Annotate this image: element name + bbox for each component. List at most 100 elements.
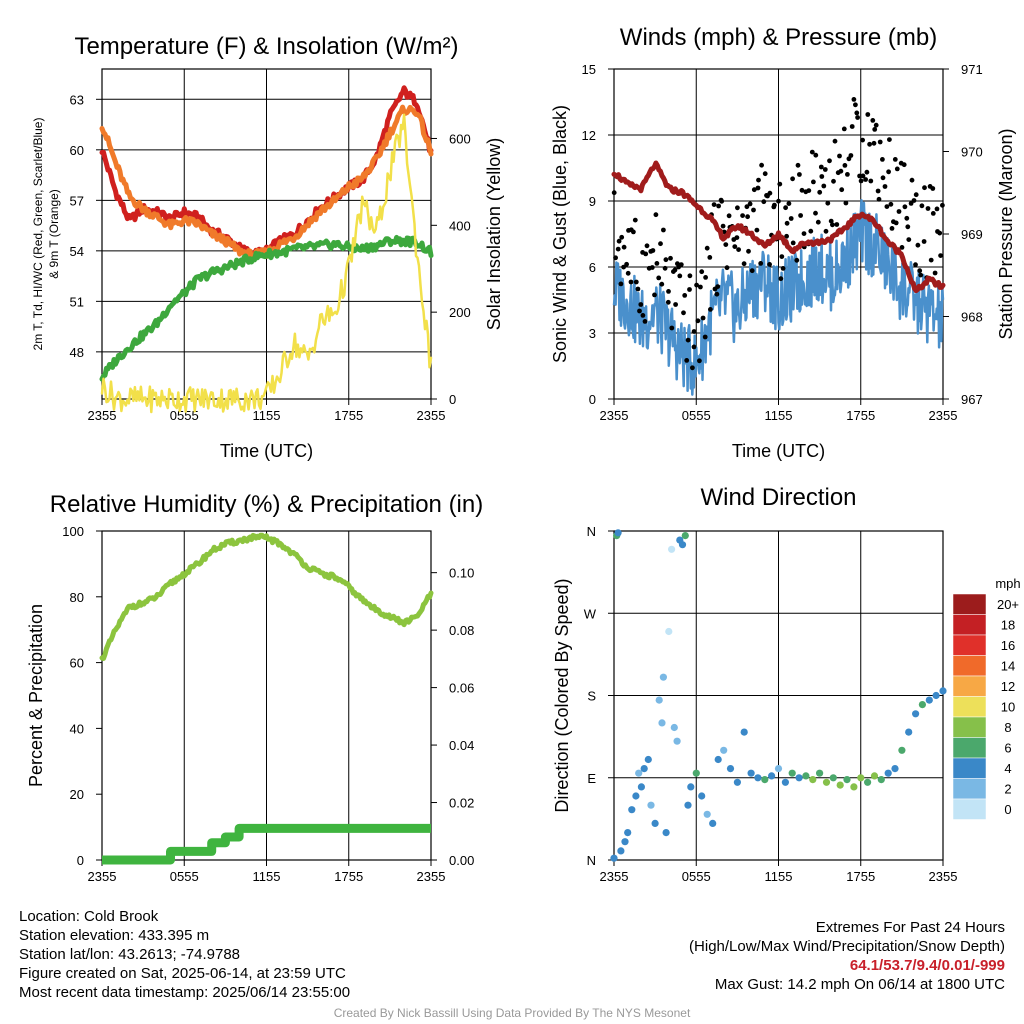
direction-point	[692, 769, 700, 777]
gust-point	[915, 242, 921, 248]
gust-point	[848, 153, 854, 158]
x-tick-label: 1155	[253, 408, 281, 423]
direction-point	[864, 778, 872, 786]
gust-point	[691, 344, 697, 350]
gust-point	[642, 319, 648, 324]
x-tick-label: 0555	[682, 869, 711, 884]
gust-point	[643, 251, 649, 257]
most-recent-timestamp: Most recent data timestamp: 2025/06/14 2…	[19, 984, 351, 1001]
gust-point	[716, 203, 721, 209]
x-tick-label: 1155	[765, 869, 793, 884]
gust-point	[751, 207, 756, 213]
gust-point	[784, 233, 789, 239]
x-tick-label: 2355	[600, 869, 629, 884]
direction-point	[670, 723, 678, 732]
extremes-title: Extremes For Past 24 Hours	[815, 919, 1005, 936]
x-tick-label: 2355	[600, 408, 629, 423]
direction-point	[659, 673, 668, 681]
gust-point	[913, 192, 919, 198]
gust-point	[746, 248, 751, 254]
gust-point	[715, 284, 721, 289]
gust-point	[863, 177, 868, 182]
direction-point	[684, 801, 692, 809]
direction-point	[891, 765, 899, 773]
x-tick-label: 2355	[929, 408, 958, 423]
panel-title: Wind Direction	[700, 484, 856, 511]
y-tick-label: 54	[70, 244, 84, 259]
gust-point	[930, 211, 936, 216]
gust-point	[871, 140, 877, 146]
direction-point	[774, 765, 783, 773]
gust-point	[892, 157, 898, 162]
legend-label: 14	[1001, 659, 1015, 674]
gust-point	[690, 365, 695, 371]
gust-point	[838, 168, 844, 174]
gust-point	[873, 122, 879, 128]
gust-point	[837, 153, 842, 159]
gust-point	[631, 229, 636, 235]
panel-title: Relative Humidity (%) & Precipitation (i…	[50, 491, 483, 518]
direction-point	[687, 783, 695, 791]
gust-point	[625, 270, 631, 276]
gust-point	[831, 178, 836, 184]
gust-point	[884, 204, 890, 210]
y2-tick-label: 0.10	[449, 566, 474, 581]
x-tick-label: 1755	[334, 408, 363, 423]
y2-tick-label: 0.02	[449, 796, 474, 811]
direction-point	[905, 728, 913, 736]
station-elevation: Station elevation: 433.395 m	[19, 927, 210, 944]
gust-point	[754, 227, 760, 233]
gust-point	[868, 178, 874, 184]
direction-point	[644, 755, 652, 764]
gust-point	[934, 206, 940, 212]
gust-point	[755, 185, 761, 191]
gust-point	[906, 237, 912, 243]
y-tick-label: E	[587, 771, 596, 786]
gust-point	[860, 173, 866, 179]
x-tick-label: 1155	[253, 869, 281, 884]
gust-point	[825, 200, 831, 206]
gust-point	[806, 188, 812, 194]
y2-tick-label: 969	[961, 227, 983, 242]
gust-point	[638, 302, 644, 307]
x-tick-label: 1755	[846, 869, 875, 884]
series-line-station-pressure	[611, 160, 946, 294]
direction-point	[829, 774, 837, 782]
gust-point	[841, 126, 847, 132]
gust-point	[708, 307, 713, 312]
y-tick-label: 51	[70, 294, 84, 309]
gust-point	[875, 188, 881, 194]
x-axis-label: Time (UTC)	[732, 441, 825, 461]
direction-point	[655, 696, 663, 704]
y2-tick-label: 970	[961, 145, 983, 160]
gust-point	[777, 181, 783, 187]
x-tick-label: 2355	[88, 869, 117, 884]
y2-tick-label: 0.06	[449, 681, 474, 696]
gust-point	[767, 190, 773, 196]
x-tick-label: 1755	[846, 408, 875, 423]
direction-point	[740, 728, 748, 736]
y-tick-label: 0	[77, 853, 84, 868]
gust-point	[932, 270, 938, 276]
direction-point	[640, 765, 648, 773]
gust-point	[761, 199, 767, 205]
y2-tick-label: 968	[961, 310, 983, 325]
legend-swatch	[952, 798, 987, 820]
y-tick-label: N	[587, 524, 596, 539]
direction-point	[668, 545, 676, 553]
gust-point	[913, 262, 918, 268]
gust-point	[687, 273, 693, 279]
gust-point	[819, 174, 825, 179]
gust-point	[918, 272, 924, 278]
gust-point	[723, 242, 729, 248]
legend-label: 20+	[997, 597, 1019, 612]
extremes-values: 64.1/53.7/9.4/0.01/-999	[849, 957, 1005, 974]
gust-point	[747, 201, 753, 207]
direction-point	[624, 829, 632, 837]
gust-point	[711, 202, 717, 208]
y-tick-label: 57	[70, 193, 84, 208]
gust-point	[877, 139, 883, 145]
max-gust: Max Gust: 14.2 mph On 06/14 at 1800 UTC	[714, 976, 1005, 993]
direction-point	[870, 772, 879, 780]
